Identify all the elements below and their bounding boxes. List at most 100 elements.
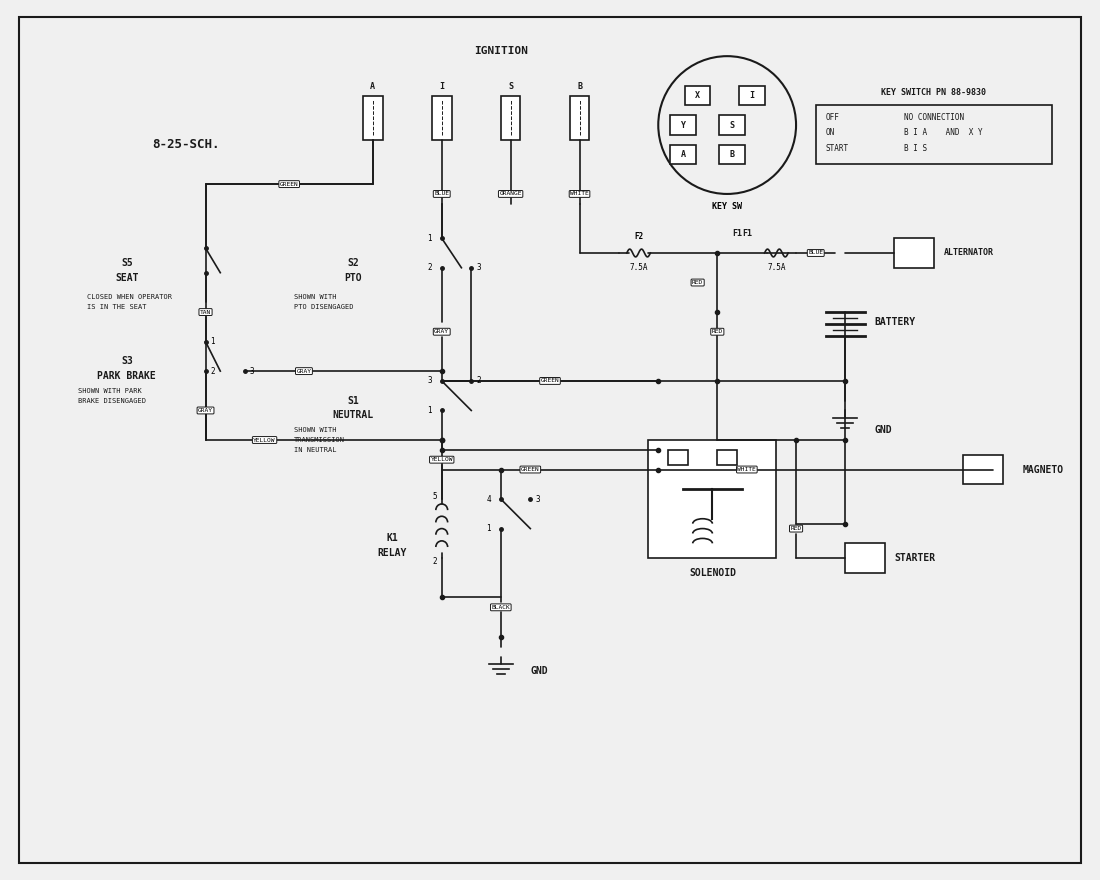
Bar <box>670 144 695 165</box>
Text: IS IN THE SEAT: IS IN THE SEAT <box>87 304 147 310</box>
Bar <box>432 96 452 140</box>
Bar <box>894 238 934 268</box>
Bar <box>670 115 695 135</box>
Bar <box>500 96 520 140</box>
Text: CLOSED WHEN OPERATOR: CLOSED WHEN OPERATOR <box>87 294 173 300</box>
Bar <box>816 106 1052 165</box>
Text: BRAKE DISENGAGED: BRAKE DISENGAGED <box>78 398 145 404</box>
Text: S1: S1 <box>348 396 359 406</box>
Text: 1: 1 <box>427 234 432 243</box>
Text: K1: K1 <box>387 533 398 544</box>
Bar <box>719 144 745 165</box>
Text: ALTERNATOR: ALTERNATOR <box>944 248 993 258</box>
Text: F1: F1 <box>732 229 742 238</box>
Text: 1: 1 <box>486 524 491 533</box>
Text: B I A    AND  X Y: B I A AND X Y <box>904 128 983 137</box>
Text: YELLOW: YELLOW <box>430 458 453 462</box>
Text: STARTER: STARTER <box>894 554 936 563</box>
Text: S: S <box>729 121 735 129</box>
Text: 3: 3 <box>427 377 432 385</box>
Text: GREEN: GREEN <box>521 467 540 472</box>
Text: WHITE: WHITE <box>737 467 756 472</box>
Text: KEY SW: KEY SW <box>712 202 743 211</box>
Text: Y: Y <box>681 121 685 129</box>
Text: A: A <box>371 82 375 91</box>
Text: GREEN: GREEN <box>279 181 298 187</box>
Bar <box>739 85 764 106</box>
Text: GRAY: GRAY <box>198 408 213 413</box>
Text: PTO: PTO <box>344 273 362 282</box>
Text: 2: 2 <box>427 263 432 272</box>
Text: 1: 1 <box>210 337 216 346</box>
Text: IGNITION: IGNITION <box>474 47 528 56</box>
Text: MAGNETO: MAGNETO <box>1022 465 1064 474</box>
Bar <box>570 96 590 140</box>
Text: I: I <box>439 82 444 91</box>
Text: YELLOW: YELLOW <box>253 437 276 443</box>
Text: F1: F1 <box>741 229 751 238</box>
Text: NEUTRAL: NEUTRAL <box>332 410 374 421</box>
Text: RED: RED <box>712 329 723 334</box>
Bar <box>964 455 1003 484</box>
Text: SHOWN WITH: SHOWN WITH <box>294 294 337 300</box>
Bar <box>363 96 383 140</box>
Text: ON: ON <box>826 128 835 137</box>
Text: 5: 5 <box>432 492 437 501</box>
Bar <box>719 115 745 135</box>
Text: I: I <box>749 91 755 100</box>
Text: ORANGE: ORANGE <box>499 192 521 196</box>
Text: RELAY: RELAY <box>377 548 407 558</box>
Text: GREEN: GREEN <box>540 378 560 384</box>
Text: 2: 2 <box>210 367 216 376</box>
Text: 2: 2 <box>476 377 481 385</box>
Bar <box>845 543 884 573</box>
Text: F2: F2 <box>634 232 643 241</box>
Text: SHOWN WITH: SHOWN WITH <box>294 427 337 433</box>
Text: 3: 3 <box>536 495 540 503</box>
Text: SOLENOID: SOLENOID <box>689 568 736 578</box>
Text: 3: 3 <box>476 263 481 272</box>
Text: TRANSMISSION: TRANSMISSION <box>294 437 345 443</box>
Text: 8-25-SCH.: 8-25-SCH. <box>152 138 220 151</box>
Text: IN NEUTRAL: IN NEUTRAL <box>294 447 337 453</box>
Text: WHITE: WHITE <box>570 192 589 196</box>
Text: 7.5A: 7.5A <box>767 263 785 272</box>
Bar <box>685 85 711 106</box>
Text: BLACK: BLACK <box>492 605 510 610</box>
Text: GRAY: GRAY <box>296 369 311 374</box>
Text: RED: RED <box>692 280 703 285</box>
Text: KEY SWITCH PN 88-9830: KEY SWITCH PN 88-9830 <box>881 89 987 98</box>
Text: BLUE: BLUE <box>434 192 449 196</box>
Text: S2: S2 <box>348 258 359 268</box>
Bar <box>648 440 777 558</box>
Text: SHOWN WITH PARK: SHOWN WITH PARK <box>78 388 141 393</box>
Text: X: X <box>695 91 700 100</box>
Text: GND: GND <box>530 666 548 677</box>
Text: BATTERY: BATTERY <box>874 317 916 326</box>
Bar <box>717 450 737 465</box>
Text: 1: 1 <box>427 406 432 415</box>
Text: RED: RED <box>791 526 802 531</box>
Text: B I S: B I S <box>904 144 927 153</box>
Text: A: A <box>681 150 685 159</box>
Text: GRAY: GRAY <box>434 329 449 334</box>
Text: 2: 2 <box>432 556 437 566</box>
Text: PARK BRAKE: PARK BRAKE <box>98 371 156 381</box>
Text: TAN: TAN <box>200 310 211 314</box>
Text: B: B <box>729 150 735 159</box>
Text: BLUE: BLUE <box>808 251 823 255</box>
Text: S3: S3 <box>121 356 133 366</box>
Text: GND: GND <box>874 425 892 435</box>
Text: SEAT: SEAT <box>116 273 139 282</box>
Text: PTO DISENGAGED: PTO DISENGAGED <box>294 304 353 310</box>
Bar <box>668 450 688 465</box>
Text: S5: S5 <box>121 258 133 268</box>
Text: START: START <box>826 144 849 153</box>
Text: 3: 3 <box>250 367 254 376</box>
Text: OFF: OFF <box>826 113 839 121</box>
Text: B: B <box>578 82 582 91</box>
Text: S: S <box>508 82 513 91</box>
Text: 4: 4 <box>486 495 491 503</box>
Text: NO CONNECTION: NO CONNECTION <box>904 113 965 121</box>
Text: 7.5A: 7.5A <box>629 263 648 272</box>
